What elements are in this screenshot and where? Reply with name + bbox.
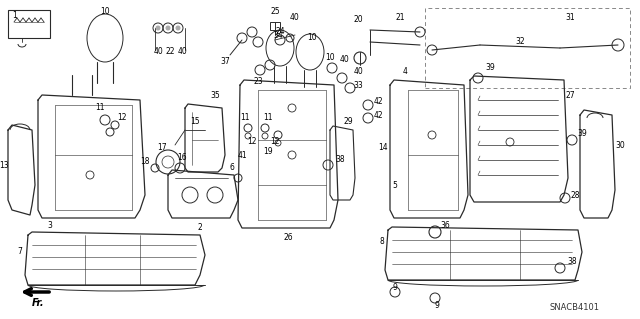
Bar	[8, 10, 50, 38]
Text: 35: 35	[210, 91, 220, 100]
Text: 42: 42	[373, 112, 383, 121]
Text: 39: 39	[485, 63, 495, 72]
Text: 37: 37	[220, 57, 230, 66]
Text: 21: 21	[396, 13, 404, 23]
Text: 7: 7	[17, 248, 22, 256]
Text: 12: 12	[247, 137, 257, 146]
Bar	[270, 22, 280, 30]
Text: Fr.: Fr.	[32, 298, 44, 308]
Text: 27: 27	[565, 91, 575, 100]
Text: 6: 6	[230, 164, 234, 173]
Text: 40: 40	[177, 48, 187, 56]
Text: 9: 9	[392, 284, 397, 293]
Text: 18: 18	[140, 158, 150, 167]
Text: 16: 16	[177, 153, 187, 162]
Text: 38: 38	[335, 155, 345, 165]
Text: 38: 38	[567, 257, 577, 266]
Text: 40: 40	[290, 13, 300, 23]
Text: 3: 3	[47, 220, 52, 229]
Text: 12: 12	[117, 114, 127, 122]
Circle shape	[176, 26, 180, 30]
Text: 19: 19	[263, 147, 273, 157]
Text: 40: 40	[153, 48, 163, 56]
Text: SNACB4101: SNACB4101	[550, 303, 600, 313]
Text: 17: 17	[157, 144, 167, 152]
Text: 14: 14	[378, 144, 388, 152]
Text: 31: 31	[565, 13, 575, 23]
Circle shape	[166, 26, 170, 30]
Text: 40: 40	[353, 68, 363, 77]
Text: 10: 10	[307, 33, 317, 42]
Text: 25: 25	[270, 8, 280, 17]
Text: 41: 41	[237, 151, 247, 160]
Text: 40: 40	[340, 56, 350, 64]
Text: 5: 5	[392, 181, 397, 189]
Text: 13: 13	[0, 160, 9, 169]
Text: 29: 29	[343, 117, 353, 127]
Text: 2: 2	[198, 224, 202, 233]
Text: 20: 20	[353, 16, 363, 25]
Text: 11: 11	[240, 114, 250, 122]
Text: 39: 39	[577, 129, 587, 137]
Text: 36: 36	[440, 220, 450, 229]
Text: 32: 32	[515, 38, 525, 47]
Text: 8: 8	[380, 238, 385, 247]
Text: 11: 11	[263, 114, 273, 122]
Text: 26: 26	[283, 234, 293, 242]
Text: 4: 4	[403, 68, 408, 77]
Text: 42: 42	[373, 98, 383, 107]
Text: 12: 12	[270, 137, 280, 146]
Text: 23: 23	[253, 78, 263, 86]
Text: 30: 30	[615, 140, 625, 150]
Text: 10: 10	[325, 54, 335, 63]
Text: 11: 11	[95, 103, 105, 113]
Text: 15: 15	[190, 117, 200, 127]
Text: 1: 1	[13, 11, 17, 19]
Circle shape	[156, 26, 160, 30]
Text: 24: 24	[275, 27, 285, 36]
Text: 10: 10	[100, 8, 110, 17]
Text: 9: 9	[435, 300, 440, 309]
Text: 34: 34	[273, 31, 283, 40]
Text: 33: 33	[353, 81, 363, 91]
Text: 28: 28	[570, 190, 580, 199]
Bar	[425, 8, 630, 88]
Text: 22: 22	[165, 48, 175, 56]
